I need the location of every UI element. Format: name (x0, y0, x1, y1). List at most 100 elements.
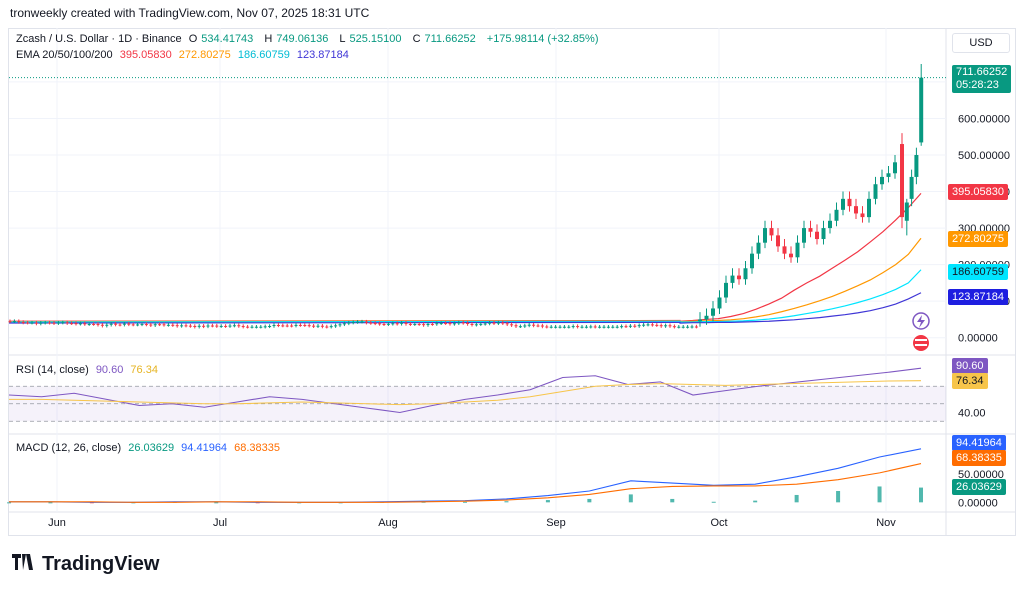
candle-body (562, 326, 566, 328)
macd-histogram-bar (504, 501, 509, 503)
rsi-ma-line (9, 380, 922, 406)
candle-body (193, 325, 197, 327)
last-price-tag: 711.66252 05:28:23 (952, 65, 1012, 93)
ema-label[interactable]: EMA 20/50/100/200 (16, 49, 113, 61)
ohlc-low: L 525.15100 (339, 33, 402, 45)
candle-body (704, 315, 709, 320)
candle-body (698, 319, 702, 322)
candle-body (21, 321, 25, 323)
rsi-ma-value: 76.34 (130, 364, 158, 376)
candle-body (527, 324, 531, 326)
candle-body (724, 282, 728, 298)
macd-hist-value: 26.03629 (128, 442, 175, 454)
macd-histogram-bar (670, 498, 675, 503)
candle-body (756, 242, 761, 254)
tradingview-brand[interactable]: TradingView (12, 553, 159, 576)
candle-body (789, 253, 793, 258)
candle-body (219, 325, 223, 327)
candle-body (202, 325, 206, 327)
candle-body (158, 324, 162, 326)
x-tick-label: Jul (213, 517, 227, 529)
candle-body (580, 326, 584, 328)
candle-body (909, 176, 914, 199)
alert-bolt-icon (912, 312, 930, 330)
candle-body (637, 325, 641, 327)
candle-body (545, 326, 549, 328)
candle-body (815, 231, 819, 240)
macd-histogram-bar (48, 502, 53, 504)
candle-body (694, 326, 698, 328)
candle-body (276, 325, 280, 327)
candle-body (254, 326, 258, 328)
candle-body (532, 324, 536, 326)
us-flag-icon (913, 335, 929, 351)
candle-body (479, 323, 483, 325)
candle-body (620, 326, 624, 328)
candle-body (307, 325, 311, 327)
candle-body (802, 228, 806, 243)
chart-frame[interactable] (8, 28, 1016, 536)
candle-body (268, 326, 272, 328)
ohlc-open: O 534.41743 (188, 33, 254, 45)
rsi-label[interactable]: RSI (14, close) (16, 364, 89, 376)
candle-body (867, 198, 871, 218)
candle-body (646, 324, 650, 326)
candle-body (259, 326, 263, 328)
macd-histogram-bar (794, 494, 799, 503)
candle-body (250, 326, 254, 328)
candle-body (391, 323, 395, 325)
ema20-value: 395.05830 (119, 49, 172, 61)
candle-body (452, 323, 456, 325)
currency-selector[interactable]: USD (952, 33, 1010, 53)
candle-body (514, 325, 518, 327)
macd-label[interactable]: MACD (12, 26, close) (16, 442, 122, 454)
ohlc-change: +175.98114 (+32.85%) (486, 33, 599, 45)
candle-body (122, 323, 126, 325)
macd-legend: MACD (12, 26, close) 26.03629 94.41964 6… (16, 442, 284, 454)
candle-body (474, 324, 478, 326)
candle-body (444, 323, 448, 325)
candle-body (854, 206, 858, 214)
candle-body (131, 324, 135, 326)
macd-histogram-bar (628, 494, 633, 503)
candle-body (536, 325, 540, 327)
candle-body (382, 324, 386, 326)
symbol-title[interactable]: Zcash / U.S. Dollar · 1D · Binance (16, 33, 182, 45)
candle-body (316, 325, 320, 327)
candle-body (272, 325, 276, 327)
candle-body (180, 325, 184, 327)
x-tick-label: Oct (710, 517, 727, 529)
candle-body (149, 324, 153, 326)
candle-body (400, 322, 404, 324)
ema50-value: 272.80275 (178, 49, 231, 61)
candle-body (246, 326, 250, 328)
candle-body (904, 202, 909, 221)
candle-body (672, 326, 676, 328)
candle-body (96, 324, 100, 326)
x-tick-label: Aug (378, 517, 398, 529)
candle-body (602, 326, 606, 328)
brand-name: TradingView (42, 553, 160, 575)
ema-legend: EMA 20/50/100/200 395.05830 272.80275 18… (16, 49, 353, 61)
candle-body (395, 323, 399, 325)
candle-body (171, 324, 175, 326)
candle-body (642, 324, 646, 326)
candle-body (197, 325, 201, 327)
candle-body (347, 322, 351, 324)
candle-body (329, 326, 333, 328)
candle-body (285, 325, 289, 327)
macd-tag: 94.41964 (952, 435, 1006, 451)
tradingview-logo-icon (12, 553, 36, 576)
chart-caption: tronweekly created with TradingView.com,… (10, 6, 370, 20)
candle-body (118, 324, 122, 326)
candle-body (215, 325, 219, 327)
candle-body (109, 323, 113, 325)
rsi-ma-tag: 76.34 (952, 373, 988, 389)
candle-body (808, 228, 813, 232)
candle-body (12, 321, 16, 323)
rsi-tag: 90.60 (952, 358, 988, 374)
candle-body (769, 228, 774, 236)
candle-body (598, 326, 602, 328)
candle-body (232, 325, 236, 327)
